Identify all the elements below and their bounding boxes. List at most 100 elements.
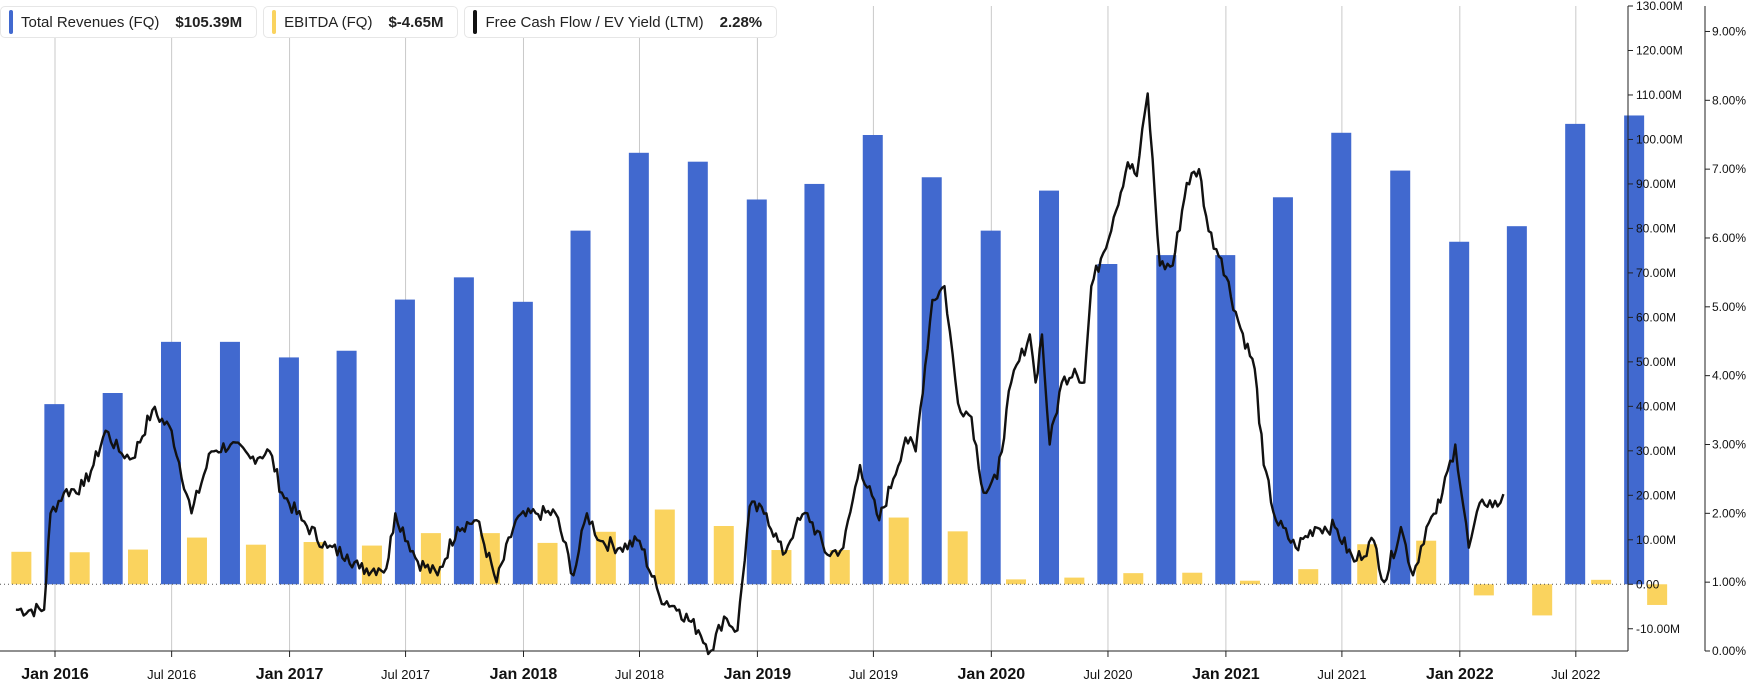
revenue-bar — [1506, 226, 1527, 585]
ebitda-bar — [1123, 573, 1144, 585]
revenue-bar — [570, 230, 591, 585]
revenue-bar — [1390, 170, 1411, 585]
y-right-tick-label: 0.00% — [1712, 644, 1746, 658]
ebitda-bar — [128, 549, 148, 585]
ebitda-bar — [654, 509, 675, 585]
revenue-bar — [804, 183, 825, 585]
x-tick-label: Jan 2021 — [1192, 666, 1260, 683]
revenue-bar — [278, 357, 299, 585]
x-tick-label: Jul 2021 — [1317, 667, 1366, 682]
legend-item-revenue[interactable]: Total Revenues (FQ) $105.39M — [0, 6, 258, 38]
y-right-tick-label: 9.00% — [1712, 24, 1746, 38]
y-left-tick-label: 70.00M — [1636, 266, 1676, 280]
y-left-tick-label: 0.00 — [1636, 577, 1660, 591]
revenue-bar — [1449, 241, 1470, 585]
ebitda-bar — [1239, 580, 1260, 585]
y-left-tick-label: 60.00M — [1636, 310, 1676, 324]
x-tick-label: Jan 2022 — [1426, 666, 1494, 683]
revenue-bar — [628, 152, 649, 585]
y-left-tick-label: 50.00M — [1636, 355, 1676, 369]
revenue-bar — [862, 135, 883, 585]
ebitda-bar — [186, 537, 207, 585]
y-left-tick-label: 120.00M — [1636, 43, 1683, 57]
legend-value: $105.39M — [175, 13, 243, 31]
ebitda-bar — [1064, 577, 1085, 585]
ebitda-bars — [11, 509, 1668, 616]
ebitda-bar — [947, 531, 968, 585]
legend: Total Revenues (FQ) $105.39M EBITDA (FQ)… — [0, 6, 778, 38]
x-tick-label: Jul 2019 — [849, 667, 898, 682]
y-right-tick-label: 1.00% — [1712, 575, 1746, 589]
ebitda-bar — [1473, 584, 1494, 596]
legend-item-ebitda[interactable]: EBITDA (FQ) $-4.65M — [263, 6, 459, 38]
legend-item-fcf-yield[interactable]: Free Cash Flow / EV Yield (LTM) 2.28% — [464, 6, 778, 38]
ebitda-bar — [1006, 579, 1027, 585]
y-left-tick-label: -10.00M — [1636, 622, 1680, 636]
legend-label: Total Revenues (FQ) — [21, 13, 160, 31]
revenue-bar — [1565, 123, 1586, 585]
y-right-tick-label: 4.00% — [1712, 369, 1746, 383]
revenue-bar — [980, 230, 1001, 585]
y-right-tick-label: 8.00% — [1712, 93, 1746, 107]
revenue-bar — [1039, 190, 1060, 585]
revenue-bar — [1156, 255, 1177, 585]
x-tick-label: Jul 2017 — [381, 667, 430, 682]
revenue-bar — [1097, 264, 1118, 585]
ebitda-bar — [420, 533, 441, 585]
ebitda-bar — [1298, 569, 1319, 585]
ebitda-bar — [595, 531, 616, 585]
revenue-bar — [394, 299, 415, 585]
y-left-tick-label: 20.00M — [1636, 488, 1676, 502]
y-left-tick-label: 90.00M — [1636, 177, 1676, 191]
legend-label: Free Cash Flow / EV Yield (LTM) — [485, 13, 704, 31]
x-tick-label: Jan 2017 — [256, 666, 324, 683]
revenue-swatch — [9, 10, 13, 34]
revenue-bar — [921, 177, 942, 585]
ebitda-bar — [1532, 584, 1553, 616]
legend-label: EBITDA (FQ) — [284, 13, 373, 31]
left-axis-ticks: 130.00M 120.00M 110.00M 100.00M 90.00M 80.00M… — [1628, 0, 1683, 636]
x-axis-labels: Jan 2016 Jul 2016 Jan 2017 Jul 2017 Jan 2018… — [21, 651, 1600, 683]
y-left-tick-label: 100.00M — [1636, 132, 1683, 146]
fcf-yield-line — [15, 92, 1505, 656]
y-right-tick-label: 6.00% — [1712, 231, 1746, 245]
ebitda-bar — [1591, 579, 1612, 585]
revenue-bars — [44, 115, 1645, 585]
revenue-bar — [512, 301, 533, 585]
ebitda-bar — [361, 545, 382, 585]
y-left-tick-label: 130.00M — [1636, 0, 1683, 13]
ebitda-bar — [1357, 544, 1378, 585]
right-axis-ticks: 9.00% 8.00% 7.00% 6.00% 5.00% 4.00% 3.00% 2.00%… — [1705, 24, 1746, 658]
ebitda-bar — [69, 552, 90, 585]
revenue-bar — [687, 161, 708, 585]
ebitda-bar — [303, 542, 324, 585]
ebitda-bar — [245, 544, 266, 585]
ebitda-bar — [888, 517, 909, 585]
ebitda-bar — [1647, 584, 1668, 605]
x-tick-label: Jul 2018 — [615, 667, 664, 682]
x-tick-label: Jul 2016 — [147, 667, 196, 682]
y-left-tick-label: 30.00M — [1636, 444, 1676, 458]
revenue-bar — [336, 350, 357, 585]
revenue-bar — [161, 341, 181, 585]
ebitda-bar — [771, 550, 792, 585]
x-tick-label: Jan 2020 — [958, 666, 1026, 683]
x-tick-label: Jan 2019 — [724, 666, 792, 683]
y-right-tick-label: 3.00% — [1712, 437, 1746, 451]
x-tick-label: Jul 2020 — [1083, 667, 1132, 682]
y-right-tick-label: 7.00% — [1712, 162, 1746, 176]
ebitda-swatch — [272, 10, 277, 34]
revenue-bar — [453, 277, 474, 585]
ebitda-bar — [1182, 572, 1203, 585]
y-left-tick-label: 80.00M — [1636, 221, 1676, 235]
legend-value: 2.28% — [719, 13, 763, 31]
y-left-tick-label: 40.00M — [1636, 399, 1676, 413]
fcf-yield-swatch — [473, 10, 478, 34]
y-left-tick-label: 110.00M — [1636, 88, 1682, 102]
ebitda-bar — [537, 542, 558, 585]
legend-value: $-4.65M — [388, 13, 444, 31]
revenue-bar — [102, 393, 123, 585]
y-right-tick-label: 5.00% — [1712, 300, 1746, 314]
ebitda-bar — [713, 526, 734, 585]
